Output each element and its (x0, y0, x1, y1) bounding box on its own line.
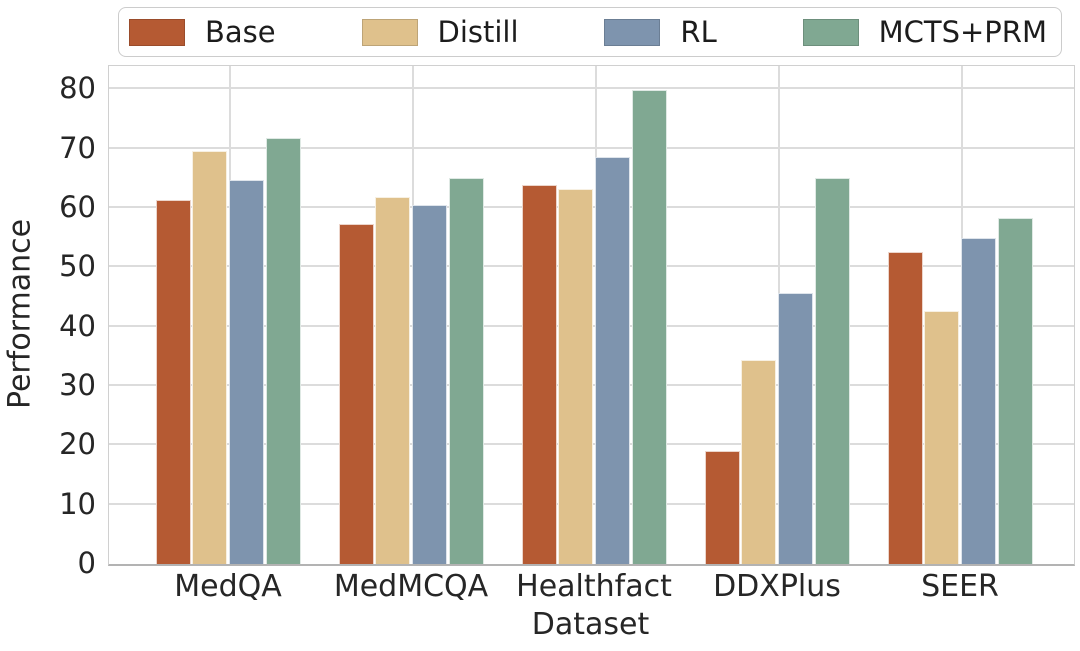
legend-label-distill: Distill (437, 15, 519, 49)
gridline-y-70 (109, 146, 1074, 149)
legend-item-rl: RL (604, 15, 717, 49)
bar-medmcqa-base (338, 224, 374, 564)
y-tick-label-0: 0 (77, 546, 96, 580)
legend-swatch-distill (361, 18, 418, 46)
y-tick-label-70: 70 (59, 130, 96, 165)
bar-ddxplus-distill (741, 359, 777, 564)
x-tick-label-seer: SEER (921, 569, 999, 604)
bar-ddxplus-base (704, 451, 740, 564)
bar-seer-rl (961, 237, 996, 564)
x-tick-label-medqa: MedQA (174, 569, 282, 604)
bar-medqa-rl (229, 179, 264, 564)
x-tick-label-ddxplus: DDXPlus (713, 569, 841, 604)
plot-area (108, 65, 1075, 566)
x-axis-label: Dataset (531, 607, 650, 642)
bar-medqa-distill (192, 151, 228, 564)
bar-medqa-mcts+prm (265, 137, 301, 564)
chart-legend: Base Distill RL MCTS+PRM (118, 7, 1062, 57)
bar-medmcqa-rl (412, 204, 447, 564)
legend-label-rl: RL (680, 15, 717, 49)
y-tick-label-10: 10 (59, 486, 96, 521)
bar-medqa-base (155, 199, 191, 564)
legend-item-distill: Distill (361, 15, 519, 49)
y-tick-label-80: 80 (59, 71, 96, 106)
bar-ddxplus-rl (778, 293, 813, 564)
bar-medmcqa-distill (375, 196, 411, 564)
legend-swatch-mcts+prm (802, 18, 859, 46)
bar-healthfact-mcts+prm (631, 89, 667, 564)
y-tick-label-50: 50 (59, 249, 96, 284)
bar-healthfact-rl (595, 156, 630, 564)
legend-label-mcts+prm: MCTS+PRM (878, 15, 1047, 49)
y-tick-label-60: 60 (59, 189, 96, 224)
x-tick-label-medmcqa: MedMCQA (333, 569, 489, 604)
bar-seer-mcts+prm (997, 217, 1033, 564)
bar-healthfact-base (521, 185, 557, 564)
bar-healthfact-distill (558, 188, 594, 564)
gridline-y-80 (109, 87, 1074, 90)
bar-ddxplus-mcts+prm (814, 177, 850, 564)
bar-medmcqa-mcts+prm (448, 177, 484, 564)
legend-swatch-rl (604, 18, 661, 46)
legend-swatch-base (129, 18, 185, 46)
bar-seer-distill (924, 311, 960, 564)
y-tick-label-20: 20 (59, 427, 96, 462)
y-tick-label-40: 40 (59, 308, 96, 343)
y-tick-label-30: 30 (59, 367, 96, 402)
legend-item-mcts+prm: MCTS+PRM (802, 15, 1047, 49)
legend-label-base: Base (205, 15, 276, 49)
legend-item-base: Base (129, 15, 276, 49)
x-tick-label-healthfact: Healthfact (516, 569, 672, 604)
bar-seer-base (887, 252, 923, 564)
